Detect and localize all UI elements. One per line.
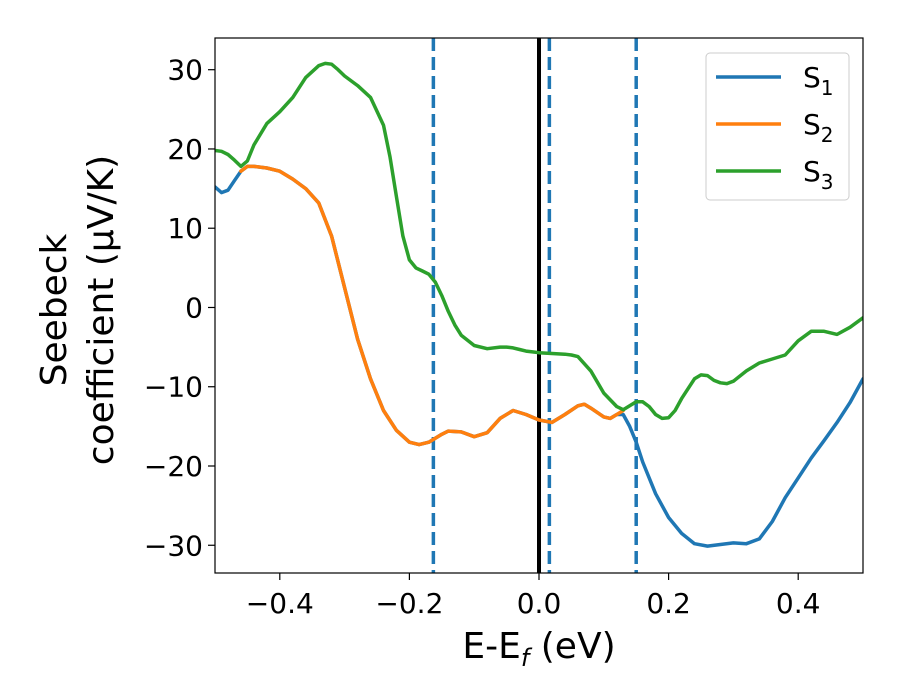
legend-label-s3: S3: [803, 155, 834, 194]
x-tick-label: 0.0: [517, 587, 562, 620]
y-tick-label: 30: [167, 54, 203, 87]
x-axis-title: E-Ef (eV): [462, 626, 615, 672]
y-axis-title-line1: Seebeck: [34, 233, 75, 386]
y-axis-title-line2: coefficient (μV/K): [81, 155, 122, 465]
vertical-reference-lines: [431, 38, 638, 573]
x-axis-ticks: −0.4 −0.2 0.0 0.2 0.4: [246, 573, 821, 620]
legend-label-s2: S2: [803, 108, 834, 147]
series-lines: [215, 61, 863, 548]
y-tick-label: 20: [167, 133, 203, 166]
x-tick-label: 0.4: [776, 587, 821, 620]
x-tick-label: −0.4: [246, 587, 314, 620]
x-tick-label: −0.2: [375, 587, 443, 620]
y-tick-label: −30: [144, 529, 203, 562]
legend-box: [705, 52, 850, 201]
y-tick-label: −20: [144, 450, 203, 483]
legend-label-s1: S1: [803, 61, 834, 100]
legend: S1 S2 S3: [705, 52, 850, 201]
x-tick-label: 0.2: [646, 587, 691, 620]
series-line-s3: [215, 61, 863, 421]
y-axis-ticks: −30 −20 −10 0 10 20 30: [144, 54, 215, 562]
series-line-s2: [239, 164, 625, 447]
y-tick-label: 10: [167, 212, 203, 245]
y-tick-label: 0: [185, 291, 203, 324]
y-tick-label: −10: [144, 371, 203, 404]
